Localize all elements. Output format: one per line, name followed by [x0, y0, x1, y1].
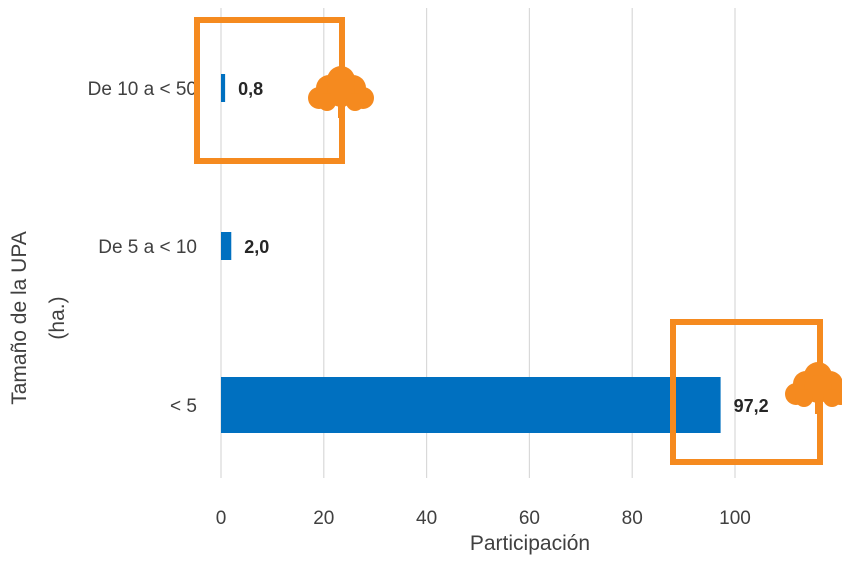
x-tick-label: 40 [416, 508, 437, 529]
category-label: De 10 a < 50 [88, 79, 197, 100]
x-tick-label: 0 [216, 508, 227, 529]
y-axis-title-line-1: Tamaño de la UPA [8, 231, 31, 405]
data-label: 97,2 [734, 396, 769, 416]
x-tick-label: 100 [719, 508, 751, 529]
bar [221, 377, 721, 433]
category-labels: De 10 a < 50 De 5 a < 10 < 5 [88, 79, 197, 417]
x-tick-label: 60 [519, 508, 540, 529]
data-label: 0,8 [238, 79, 263, 99]
category-label: De 5 a < 10 [98, 237, 197, 258]
bars [221, 74, 721, 433]
highlight-boxes [194, 17, 842, 465]
data-label: 2,0 [244, 237, 269, 257]
y-axis-title-line-2: (ha.) [46, 296, 69, 339]
tree-icon [785, 362, 842, 414]
x-axis-title: Participación [470, 532, 590, 555]
x-tick-label: 80 [622, 508, 643, 529]
value-labels: 0,8 2,0 97,2 [238, 79, 769, 416]
x-tick-labels: 0 20 40 60 80 100 [216, 508, 751, 529]
bar [221, 232, 232, 260]
tree-icon [308, 66, 374, 118]
category-label: < 5 [170, 396, 197, 417]
x-tick-label: 20 [313, 508, 334, 529]
bar [221, 74, 226, 102]
